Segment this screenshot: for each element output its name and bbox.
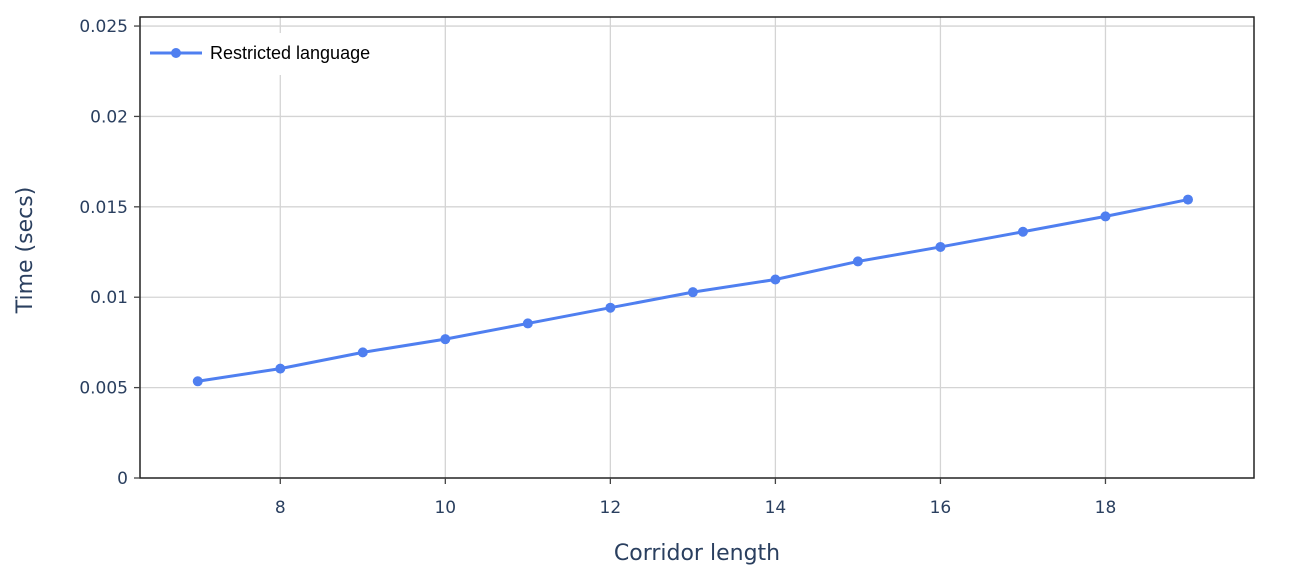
y-axis-title: Time (secs): [13, 187, 38, 315]
series-group: [192, 194, 1193, 387]
legend-marker: [171, 48, 181, 58]
y-tick-label: 0.01: [90, 288, 128, 308]
legend[interactable]: Restricted language: [141, 33, 405, 75]
x-tick-label: 12: [600, 498, 622, 518]
x-axis-title: Corridor length: [614, 541, 780, 566]
y-axis-ticks: 0 0.005 0.01 0.015 0.02 0.025: [79, 17, 140, 489]
data-point[interactable]: [440, 334, 451, 345]
data-point[interactable]: [357, 347, 368, 358]
data-point[interactable]: [687, 287, 698, 298]
plot-frame: [139, 16, 1255, 479]
data-point[interactable]: [1100, 211, 1111, 222]
y-tick-label: 0.025: [79, 17, 128, 37]
legend-label[interactable]: Restricted language: [210, 43, 370, 63]
data-point[interactable]: [192, 376, 203, 387]
data-point[interactable]: [935, 241, 946, 252]
grid-lines: [140, 17, 1254, 478]
x-tick-label: 16: [930, 498, 952, 518]
x-tick-label: 10: [434, 498, 456, 518]
data-point[interactable]: [1017, 226, 1028, 237]
y-tick-label: 0.015: [79, 198, 128, 218]
data-point[interactable]: [275, 363, 286, 374]
y-tick-label: 0: [117, 469, 128, 489]
y-tick-label: 0.005: [79, 379, 128, 399]
data-point[interactable]: [522, 318, 533, 329]
x-axis-ticks: 8 10 12 14 16 18: [275, 478, 1116, 518]
data-point[interactable]: [852, 256, 863, 267]
x-tick-label: 14: [765, 498, 787, 518]
data-point[interactable]: [770, 274, 781, 285]
x-tick-label: 18: [1095, 498, 1117, 518]
y-tick-label: 0.02: [90, 107, 128, 127]
x-tick-label: 8: [275, 498, 286, 518]
data-point[interactable]: [1182, 194, 1193, 205]
data-point[interactable]: [605, 302, 616, 313]
